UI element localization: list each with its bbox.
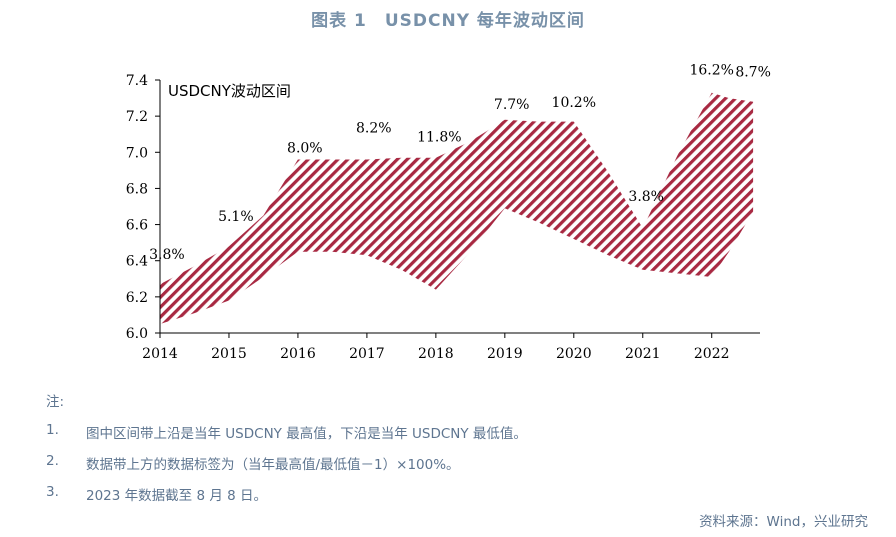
y-tick-label: 6.6	[126, 218, 148, 234]
chart: 6.0 6.2 6.4 6.6 6.8 7.0 7.2 7.4 2014 2015 2016 2017…	[126, 63, 771, 362]
data-label: 8.2%	[356, 120, 392, 136]
note-item: 1. 图中区间带上沿是当年 USDCNY 最高值，下沿是当年 USDCNY 最低…	[46, 422, 527, 453]
note-text: 数据带上方的数据标签为（当年最高值/最低值－1）×100%。	[86, 457, 460, 473]
volatility-band	[160, 92, 754, 324]
x-tick-label: 2019	[487, 346, 523, 362]
data-label: 3.8%	[149, 247, 185, 263]
note-text: 图中区间带上沿是当年 USDCNY 最高值，下沿是当年 USDCNY 最低值。	[86, 426, 527, 442]
x-tick-label: 2018	[418, 346, 454, 362]
note-item: 3. 2023 年数据截至 8 月 8 日。	[46, 484, 527, 515]
x-tick-label: 2015	[211, 346, 247, 362]
data-label: 3.8%	[628, 189, 664, 205]
y-tick-label: 6.0	[126, 326, 148, 342]
source-note: 资料来源：Wind，兴业研究	[699, 514, 868, 530]
y-tick-label: 6.2	[126, 290, 148, 306]
data-label: 16.2%	[689, 63, 733, 79]
note-item: 2. 数据带上方的数据标签为（当年最高值/最低值－1）×100%。	[46, 453, 527, 484]
y-tick-label: 6.4	[126, 254, 148, 270]
x-tick-label: 2021	[625, 346, 661, 362]
note-number: 3.	[46, 484, 59, 500]
y-tick-label: 7.4	[126, 73, 148, 89]
data-label: 5.1%	[218, 209, 254, 225]
y-tick-label: 7.0	[126, 145, 148, 161]
data-label: 11.8%	[417, 129, 461, 145]
data-label: 8.7%	[735, 64, 771, 80]
data-label: 10.2%	[552, 95, 596, 111]
figure-title: 图表 1 USDCNY 每年波动区间	[311, 11, 585, 31]
x-tick-label: 2016	[280, 346, 316, 362]
data-label: 7.7%	[494, 97, 530, 113]
notes-label: 注:	[46, 394, 65, 410]
x-tick-label: 2020	[556, 346, 592, 362]
note-number: 1.	[46, 422, 59, 438]
data-label: 8.0%	[287, 140, 323, 156]
y-tick-label: 6.8	[126, 181, 148, 197]
chart-title: USDCNY波动区间	[168, 82, 291, 100]
y-tick-label: 7.2	[126, 109, 148, 125]
note-text: 2023 年数据截至 8 月 8 日。	[86, 488, 267, 504]
notes: 注: 1. 图中区间带上沿是当年 USDCNY 最高值，下沿是当年 USDCNY…	[46, 390, 527, 515]
x-tick-label: 2022	[694, 346, 730, 362]
note-number: 2.	[46, 453, 59, 469]
x-tick-label: 2017	[349, 346, 385, 362]
x-tick-label: 2014	[142, 346, 178, 362]
